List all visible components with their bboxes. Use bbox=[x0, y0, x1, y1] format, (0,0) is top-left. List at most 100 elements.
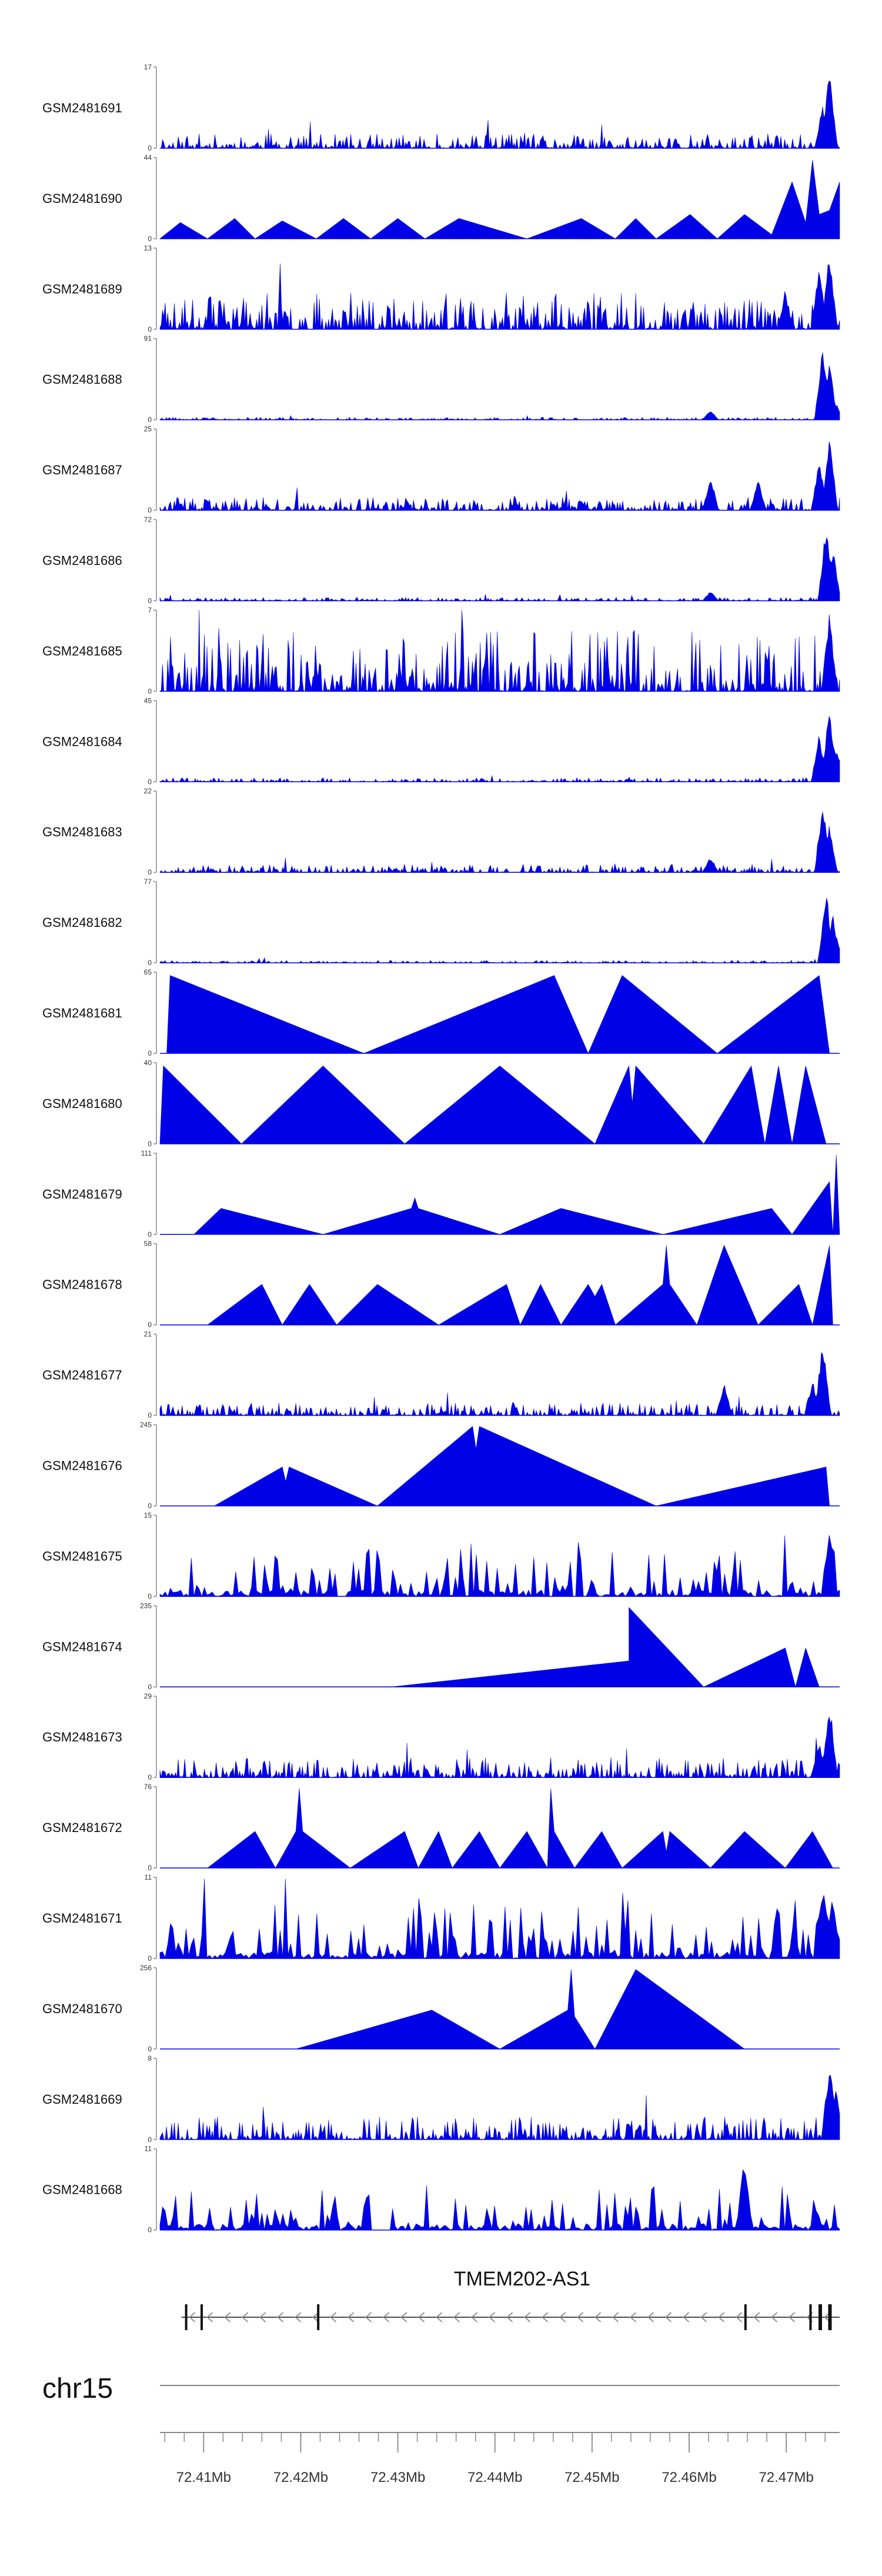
track-ymin-label: 0 bbox=[148, 868, 152, 876]
track-label: GSM2481670 bbox=[42, 2001, 122, 2016]
track-label: GSM2481681 bbox=[42, 1006, 122, 1020]
track-GSM2481683: GSM2481683 22 0 bbox=[42, 787, 840, 876]
coverage-area bbox=[159, 2169, 840, 2231]
track-ymin-label: 0 bbox=[148, 1864, 152, 1872]
coverage-area bbox=[296, 1969, 746, 2050]
strand-arrow bbox=[594, 2312, 602, 2323]
track-GSM2481671: GSM2481671 11 0 bbox=[42, 1873, 840, 1963]
coverage-area bbox=[159, 1065, 827, 1144]
strand-arrow bbox=[771, 2312, 778, 2323]
track-GSM2481672: GSM2481672 76 0 bbox=[42, 1783, 840, 1872]
strand-arrow bbox=[259, 2312, 266, 2323]
track-ymax-label: 235 bbox=[140, 1601, 152, 1610]
strand-arrow bbox=[418, 2312, 425, 2323]
track-ymax-label: 22 bbox=[144, 787, 152, 795]
x-tick-label: 72.42Mb bbox=[273, 2470, 328, 2485]
track-GSM2481675: GSM2481675 15 0 bbox=[42, 1511, 840, 1600]
coverage-area bbox=[166, 975, 830, 1054]
strand-arrow bbox=[242, 2312, 249, 2323]
coverage-area bbox=[159, 263, 840, 330]
track-GSM2481674: GSM2481674 235 0 bbox=[42, 1601, 840, 1691]
track-ymax-label: 11 bbox=[145, 1873, 152, 1881]
track-ymax-label: 72 bbox=[144, 516, 152, 524]
strand-arrow bbox=[753, 2312, 760, 2323]
strand-arrow bbox=[295, 2312, 302, 2323]
strand-arrow bbox=[489, 2312, 496, 2323]
track-ymin-label: 0 bbox=[148, 1412, 152, 1420]
track-ymax-label: 13 bbox=[144, 244, 152, 252]
exon-mark bbox=[818, 2304, 822, 2330]
track-ymax-label: 58 bbox=[144, 1240, 152, 1248]
track-ymin-label: 0 bbox=[148, 597, 152, 605]
track-GSM2481678: GSM2481678 58 0 bbox=[42, 1240, 840, 1329]
strand-arrow bbox=[471, 2312, 478, 2323]
strand-arrow bbox=[224, 2312, 231, 2323]
track-ymax-label: 77 bbox=[144, 877, 152, 886]
track-label: GSM2481682 bbox=[42, 915, 122, 930]
exon-mark bbox=[744, 2304, 747, 2330]
coverage-area bbox=[159, 897, 840, 963]
track-ymin-label: 0 bbox=[148, 1683, 152, 1691]
strand-arrow bbox=[312, 2312, 319, 2323]
track-ymin-label: 0 bbox=[148, 1773, 152, 1781]
track-label: GSM2481679 bbox=[42, 1187, 122, 1202]
gene-model bbox=[181, 2304, 840, 2330]
strand-arrow bbox=[647, 2312, 654, 2323]
coverage-area bbox=[159, 536, 840, 602]
track-label: GSM2481680 bbox=[42, 1096, 122, 1111]
track-GSM2481681: GSM2481681 65 0 bbox=[42, 968, 840, 1057]
track-GSM2481680: GSM2481680 40 0 bbox=[42, 1059, 840, 1148]
exon-mark bbox=[828, 2304, 832, 2330]
x-tick-label: 72.46Mb bbox=[662, 2470, 716, 2485]
coverage-tracks: GSM2481691170GSM2481690440GSM2481689130G… bbox=[42, 63, 840, 2234]
track-ymin-label: 0 bbox=[148, 325, 152, 333]
track-GSM2481677: GSM2481677 21 0 bbox=[42, 1330, 840, 1420]
strand-arrow bbox=[400, 2312, 407, 2323]
track-label: GSM2481678 bbox=[42, 1277, 122, 1292]
track-label: GSM2481683 bbox=[42, 825, 122, 839]
x-tick-label: 72.47Mb bbox=[759, 2470, 813, 2485]
track-GSM2481686: GSM2481686 72 0 bbox=[42, 516, 840, 605]
track-ymin-label: 0 bbox=[148, 2135, 152, 2144]
coverage-area bbox=[207, 1788, 833, 1869]
track-GSM2481690: GSM2481690 44 0 bbox=[42, 154, 840, 243]
coverage-area bbox=[206, 1244, 833, 1326]
track-label: GSM2481690 bbox=[42, 191, 122, 206]
coverage-area bbox=[159, 159, 840, 239]
track-GSM2481670: GSM2481670 256 0 bbox=[42, 1964, 840, 2053]
strand-arrow bbox=[577, 2312, 584, 2323]
track-ymin-label: 0 bbox=[148, 1140, 152, 1148]
coverage-area bbox=[159, 81, 840, 149]
gene-name-label: TMEM202-AS1 bbox=[454, 2268, 590, 2290]
track-label: GSM2481684 bbox=[42, 734, 122, 749]
x-tick-label: 72.45Mb bbox=[564, 2470, 619, 2485]
chromosome-label: chr15 bbox=[42, 2373, 113, 2404]
strand-arrow bbox=[665, 2312, 672, 2323]
coverage-area bbox=[159, 1352, 840, 1416]
track-GSM2481689: GSM2481689 13 0 bbox=[42, 244, 840, 333]
track-GSM2481669: GSM2481669 8 0 bbox=[42, 2054, 840, 2144]
exon-mark bbox=[201, 2304, 203, 2330]
track-label: GSM2481677 bbox=[42, 1368, 122, 1383]
track-GSM2481684: GSM2481684 45 0 bbox=[42, 696, 840, 786]
coverage-area bbox=[159, 716, 840, 783]
track-GSM2481668: GSM2481668 11 0 bbox=[42, 2145, 840, 2234]
track-ymax-label: 45 bbox=[144, 696, 152, 705]
track-ymax-label: 256 bbox=[140, 1964, 152, 1972]
strand-arrow bbox=[365, 2312, 372, 2323]
track-GSM2481691: GSM2481691 17 0 bbox=[42, 63, 840, 152]
strand-arrow bbox=[700, 2312, 707, 2323]
strand-arrow bbox=[277, 2312, 284, 2323]
strand-arrow bbox=[612, 2312, 619, 2323]
strand-arrow bbox=[736, 2312, 743, 2323]
track-ymax-label: 15 bbox=[144, 1511, 152, 1519]
coverage-area bbox=[159, 441, 840, 511]
track-ymax-label: 29 bbox=[144, 1692, 152, 1700]
track-label: GSM2481675 bbox=[42, 1549, 122, 1563]
track-GSM2481688: GSM2481688 91 0 bbox=[42, 335, 840, 424]
coverage-area bbox=[159, 1535, 840, 1597]
track-ymax-label: 111 bbox=[141, 1149, 152, 1157]
track-label: GSM2481672 bbox=[42, 1820, 122, 1835]
track-ymin-label: 0 bbox=[148, 2226, 152, 2234]
